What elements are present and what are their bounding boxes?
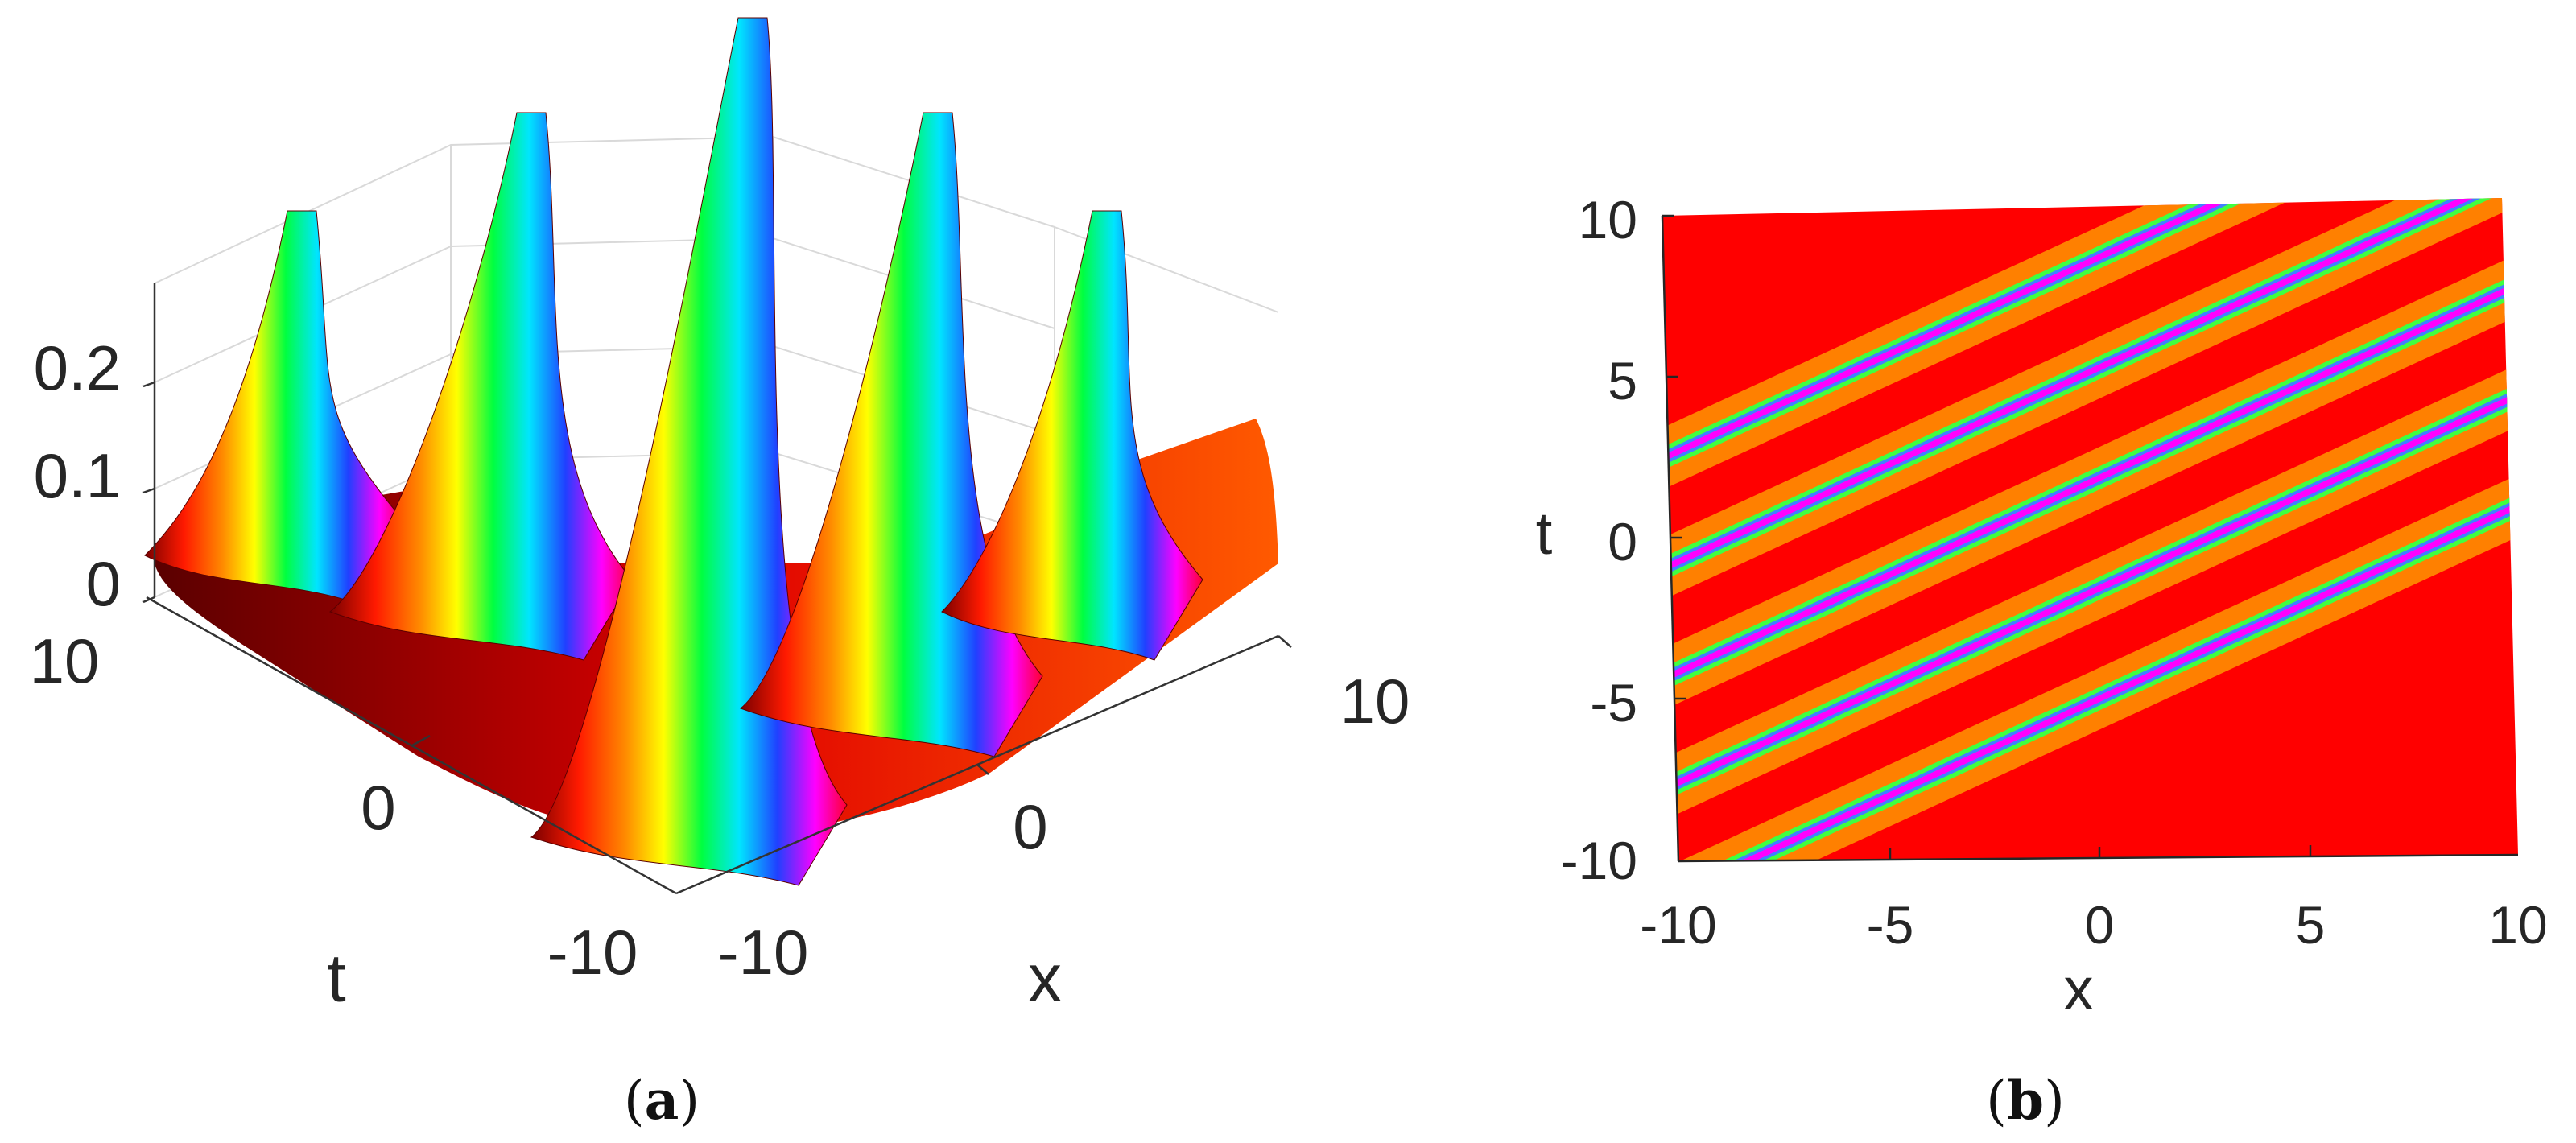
t-tick-label: -5 [1590,673,1637,732]
surface-crest [328,112,633,661]
surface-crest [941,210,1203,661]
contour-panel: 10 5 0 -5 -10 -10 -5 0 5 10 t x (b) [1536,190,2548,1132]
panel-label-b-open: ( [1986,1070,2007,1132]
panel-label-b: (b) [1986,1069,2065,1132]
panel-label-a: (a) [624,1069,700,1132]
z-tick-label: 0 [86,548,121,619]
contour-band [1662,198,2518,861]
z-tick-label: 0.1 [34,440,121,511]
contour-band [1662,198,2518,861]
contour-band [1662,198,2518,861]
z-tick-label: 0.2 [34,332,121,403]
surface-crest [144,210,407,605]
contour-band [1662,198,2344,861]
contour-band [1662,198,2518,861]
x-tick-label: 10 [2488,895,2547,955]
t-tick-label: 5 [1608,351,1637,411]
surface-crest [530,17,848,886]
t-tick-label: -10 [1561,831,1637,890]
surface-waves [144,17,1278,886]
t-tick-label: 10 [1579,190,1637,250]
t-tick-label: 0 [361,772,395,843]
x-axis-label: x [1028,940,1062,1016]
x-tick-label: 5 [2296,895,2326,955]
t-tick-label: 0 [1608,512,1637,572]
x-tick-label: -10 [1640,895,1716,955]
panel-label-b-close: ) [2044,1070,2065,1132]
surface-panel: 0.2 0.1 0 10 0 -10 -10 0 10 t x (a) [30,17,1410,1132]
x-axis-label: x [2064,955,2094,1022]
panel-label-a-close: ) [679,1070,700,1132]
x-tick-label: 10 [1340,666,1410,737]
t-axis-label: t [327,940,345,1016]
t-tick-label: 10 [30,625,100,696]
x-tick-label: 0 [1013,791,1047,862]
t-axis-label: t [1536,500,1553,567]
x-tick-label: 0 [2085,895,2115,955]
panel-label-b-letter: b [2007,1069,2044,1132]
surface-tick-marks [142,381,1292,775]
panel-label-a-open: ( [624,1070,645,1132]
panel-label-a-letter: a [645,1069,679,1132]
x-tick-label: -5 [1867,895,1914,955]
x-tick-label: -10 [718,917,809,988]
contour-stripes [1662,198,2518,861]
contour-band [1662,198,2396,861]
contour-band [1662,198,2337,861]
contour-tick-marks [1662,214,2312,860]
t-tick-label: -10 [547,917,638,988]
